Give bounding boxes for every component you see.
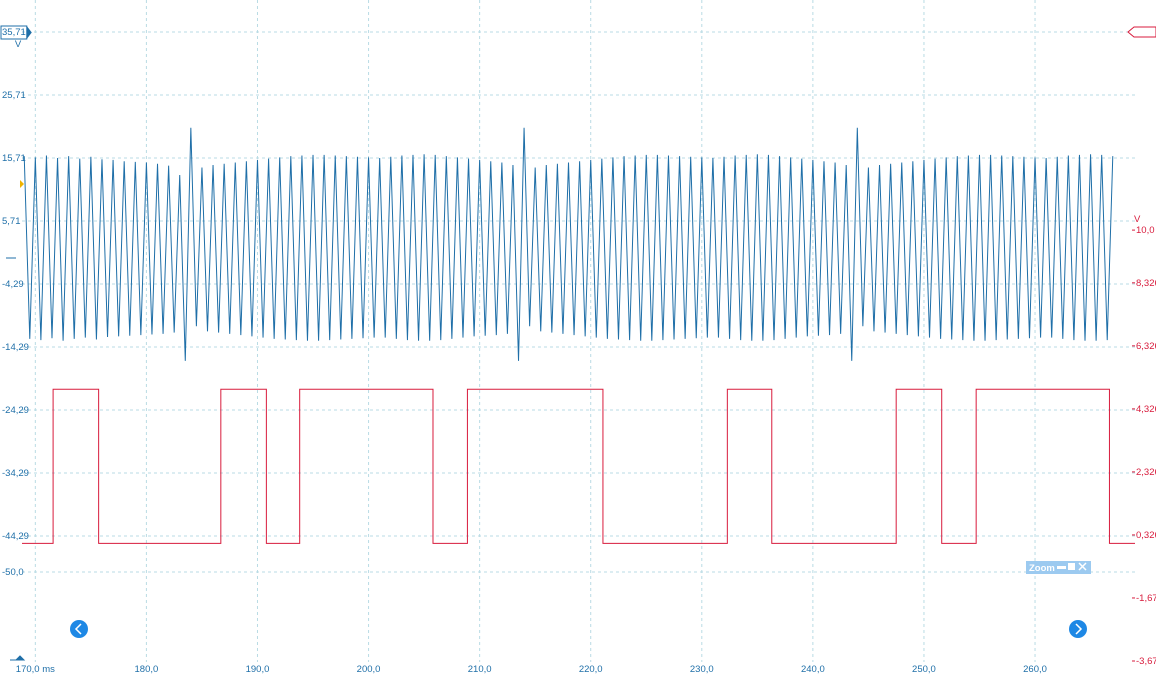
arrow-right-icon bbox=[1075, 623, 1083, 635]
x-tick-label: 180,0 bbox=[135, 664, 159, 675]
zoom-close-icon[interactable] bbox=[1078, 562, 1087, 571]
channel-b-marker[interactable] bbox=[1127, 26, 1156, 38]
y2-tick-label: 6,326 bbox=[1136, 341, 1156, 352]
x-tick-label: 250,0 bbox=[912, 664, 936, 675]
y2-tick-label: 8,326 bbox=[1136, 278, 1156, 289]
y-tick-label: -44,29 bbox=[2, 531, 29, 542]
signal-trace bbox=[23, 127, 1114, 361]
y2-tick-label: -1,674 bbox=[1136, 593, 1156, 604]
y-tick-label: -4,29 bbox=[2, 279, 24, 290]
x-tick-label: 190,0 bbox=[246, 664, 270, 675]
x-tick-label: 210,0 bbox=[468, 664, 492, 675]
y-unit: V bbox=[15, 39, 22, 50]
scroll-right-button[interactable] bbox=[1069, 620, 1087, 638]
axis-pointer bbox=[26, 26, 32, 39]
y-tick-label: -24,29 bbox=[2, 405, 29, 416]
y-tick-label: 5,71 bbox=[2, 216, 21, 227]
trigger-marker[interactable] bbox=[20, 180, 24, 188]
y-tick-label: -50,0 bbox=[2, 567, 24, 578]
y2-tick-label: 0,326 bbox=[1136, 530, 1156, 541]
y-tick-label: 25,71 bbox=[2, 90, 26, 101]
zoom-label: Zoom bbox=[1029, 563, 1055, 574]
y-tick-label: 35,71 bbox=[2, 27, 26, 38]
y2-tick-label: 10,0 bbox=[1136, 225, 1155, 236]
arrow-left-icon bbox=[74, 623, 82, 635]
x-tick-label: 230,0 bbox=[690, 664, 714, 675]
y2-tick-label: -3,674 bbox=[1136, 656, 1156, 667]
y-tick-label: -14,29 bbox=[2, 342, 29, 353]
signal-trace bbox=[22, 388, 1135, 544]
y-tick-label: 15,71 bbox=[2, 153, 26, 164]
y2-unit: V bbox=[1134, 214, 1141, 225]
zoom-out-icon[interactable] bbox=[1057, 566, 1066, 569]
zoom-fit-icon[interactable] bbox=[1068, 563, 1075, 570]
y2-tick-label: 4,326 bbox=[1136, 404, 1156, 415]
x-tick-label: 220,0 bbox=[579, 664, 603, 675]
y-tick-label: -34,29 bbox=[2, 468, 29, 479]
x-tick-label: 240,0 bbox=[801, 664, 825, 675]
x-tick-label: 260,0 bbox=[1023, 664, 1047, 675]
scroll-left-button[interactable] bbox=[70, 620, 88, 638]
x-tick-label: 170,0 ms bbox=[16, 664, 55, 675]
x-tick-label: 200,0 bbox=[357, 664, 381, 675]
time-marker[interactable] bbox=[10, 655, 26, 661]
y2-tick-label: 2,326 bbox=[1136, 467, 1156, 478]
